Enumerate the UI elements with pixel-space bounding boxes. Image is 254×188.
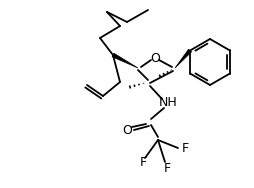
Text: NH: NH <box>158 96 177 109</box>
Text: F: F <box>163 161 170 174</box>
Text: F: F <box>139 156 146 170</box>
Text: F: F <box>181 143 188 155</box>
Text: O: O <box>149 52 159 64</box>
Text: O: O <box>122 124 131 136</box>
Polygon shape <box>112 53 137 68</box>
Polygon shape <box>174 49 191 68</box>
